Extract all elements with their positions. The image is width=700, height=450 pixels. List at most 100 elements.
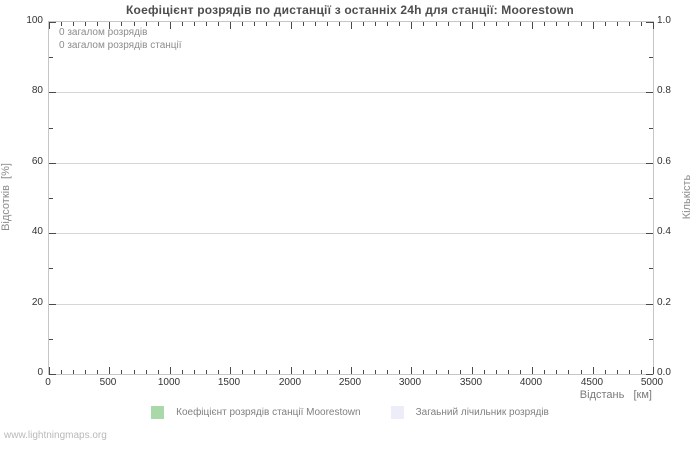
tick-mark: [532, 367, 533, 374]
tick-mark: [496, 22, 497, 26]
tick-mark: [266, 370, 267, 374]
tick-mark: [646, 304, 653, 305]
tick-mark: [339, 370, 340, 374]
tick-mark: [291, 22, 292, 29]
tick-mark: [230, 367, 231, 374]
tick-mark: [653, 22, 654, 29]
x-axis-tick-label: 500: [99, 377, 117, 388]
tick-mark: [230, 22, 231, 29]
tick-mark: [109, 367, 110, 374]
watermark-link[interactable]: www.lightningmaps.org: [4, 430, 107, 441]
gridline: [49, 163, 653, 164]
tick-mark: [423, 370, 424, 374]
tick-mark: [206, 370, 207, 374]
tick-mark: [646, 92, 653, 93]
tick-mark: [158, 22, 159, 26]
tick-mark: [182, 22, 183, 26]
x-axis-tick-label: 0: [45, 377, 51, 388]
tick-mark: [303, 22, 304, 26]
plot-annotation: 0 загалом розрядів: [59, 27, 148, 38]
tick-mark: [85, 370, 86, 374]
tick-mark: [315, 370, 316, 374]
tick-mark: [146, 370, 147, 374]
tick-mark: [436, 370, 437, 374]
tick-mark: [646, 374, 653, 375]
x-axis-title: Відстань [км]: [579, 389, 652, 401]
tick-mark: [653, 367, 654, 374]
tick-mark: [49, 374, 56, 375]
tick-mark: [532, 22, 533, 29]
y-axis-left-tick-label: 100: [26, 15, 43, 26]
tick-mark: [649, 198, 653, 199]
tick-mark: [109, 22, 110, 29]
tick-mark: [315, 22, 316, 26]
tick-mark: [649, 339, 653, 340]
tick-mark: [363, 22, 364, 26]
tick-mark: [121, 370, 122, 374]
tick-mark: [448, 370, 449, 374]
tick-mark: [472, 22, 473, 29]
legend-item: Загаьний лічильник розрядів: [390, 406, 549, 419]
tick-mark: [121, 22, 122, 26]
tick-mark: [97, 370, 98, 374]
legend-series-label: Коефіцієнт розрядів станції Moorestown: [176, 407, 361, 418]
y-axis-right-tick-label: 0.2: [657, 297, 671, 308]
tick-mark: [146, 22, 147, 26]
tick-mark: [387, 370, 388, 374]
y-axis-right-title: Кількість: [681, 174, 693, 220]
tick-mark: [351, 22, 352, 29]
gridline: [49, 304, 653, 305]
tick-mark: [170, 367, 171, 374]
tick-mark: [49, 128, 53, 129]
tick-mark: [581, 370, 582, 374]
tick-mark: [49, 233, 56, 234]
tick-mark: [218, 22, 219, 26]
tick-mark: [508, 22, 509, 26]
x-axis-tick-label: 4000: [519, 377, 543, 388]
tick-mark: [303, 370, 304, 374]
tick-mark: [646, 163, 653, 164]
tick-mark: [649, 57, 653, 58]
x-axis-tick-label: 4500: [580, 377, 604, 388]
tick-mark: [339, 22, 340, 26]
y-axis-right-tick-label: 0.8: [657, 85, 671, 96]
x-axis-tick-label: 5000: [640, 377, 664, 388]
tick-mark: [399, 370, 400, 374]
tick-mark: [544, 22, 545, 26]
tick-mark: [617, 22, 618, 26]
tick-mark: [641, 22, 642, 26]
tick-mark: [387, 22, 388, 26]
tick-mark: [568, 370, 569, 374]
y-axis-left-tick-label: 60: [31, 156, 43, 167]
x-axis-tick-label: 2000: [278, 377, 302, 388]
tick-mark: [484, 22, 485, 26]
x-axis-tick-label: 1000: [157, 377, 181, 388]
tick-mark: [266, 22, 267, 26]
tick-mark: [448, 22, 449, 26]
y-axis-right-tick-label: 0.0: [657, 367, 671, 378]
tick-mark: [520, 370, 521, 374]
legend-swatch: [151, 406, 165, 419]
tick-mark: [134, 22, 135, 26]
tick-mark: [158, 370, 159, 374]
tick-mark: [375, 370, 376, 374]
x-axis-tick-label: 3500: [459, 377, 483, 388]
plot-annotation: 0 загалом розрядів станції: [59, 40, 182, 51]
legend-item: Коефіцієнт розрядів станції Moorestown: [151, 406, 361, 419]
tick-mark: [73, 370, 74, 374]
tick-mark: [279, 22, 280, 26]
tick-mark: [85, 22, 86, 26]
tick-mark: [520, 22, 521, 26]
tick-mark: [242, 22, 243, 26]
tick-mark: [327, 22, 328, 26]
legend-series-label: Загаьний лічильник розрядів: [415, 407, 549, 418]
y-axis-left-tick-label: 0: [37, 367, 43, 378]
tick-mark: [49, 22, 50, 29]
tick-mark: [194, 22, 195, 26]
tick-mark: [593, 367, 594, 374]
tick-mark: [242, 370, 243, 374]
tick-mark: [556, 370, 557, 374]
tick-mark: [544, 370, 545, 374]
tick-mark: [423, 22, 424, 26]
tick-mark: [646, 22, 653, 23]
